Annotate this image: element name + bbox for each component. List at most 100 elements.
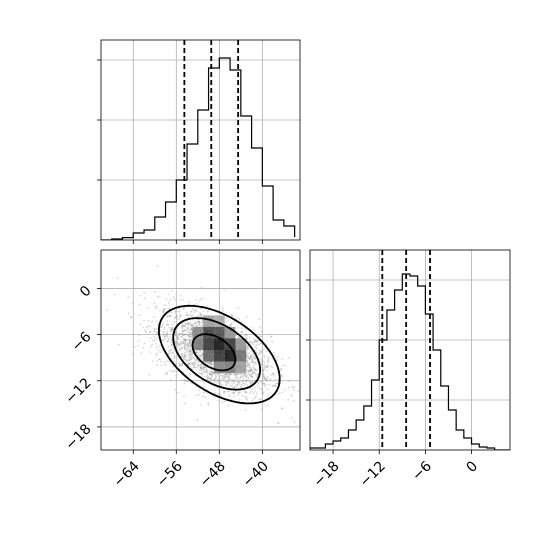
scatter-point: [206, 373, 209, 375]
scatter-point: [173, 312, 176, 315]
scatter-point: [269, 378, 272, 381]
scatter-point: [280, 407, 283, 410]
scatter-point: [233, 385, 236, 388]
scatter-point: [259, 352, 262, 355]
scatter-point: [185, 360, 188, 363]
scatter-point: [236, 317, 238, 320]
scatter-point: [265, 369, 268, 372]
scatter-point: [118, 343, 121, 346]
scatter-point: [209, 372, 212, 375]
scatter-point: [139, 323, 142, 326]
scatter-point: [165, 298, 168, 301]
density-cell: [213, 338, 225, 350]
scatter-point: [186, 344, 189, 347]
scatter-point: [267, 360, 269, 363]
scatter-point: [113, 293, 116, 296]
scatter-point: [197, 321, 200, 323]
scatter-point: [259, 380, 262, 382]
scatter-point: [218, 381, 221, 384]
scatter-point: [209, 372, 211, 375]
scatter-point: [233, 392, 236, 394]
scatter-point: [164, 334, 167, 337]
scatter-point: [149, 325, 151, 327]
scatter-point: [170, 344, 173, 347]
scatter-point: [228, 394, 230, 396]
scatter-point: [240, 386, 243, 389]
scatter-point: [179, 315, 182, 317]
scatter-point: [217, 392, 220, 395]
scatter-point: [191, 356, 193, 359]
scatter-point: [189, 344, 191, 347]
scatter-point: [155, 307, 158, 309]
scatter-point: [175, 331, 178, 334]
scatter-point: [184, 343, 187, 345]
scatter-point: [147, 325, 149, 328]
scatter-point: [260, 331, 263, 334]
scatter-point: [153, 328, 156, 331]
scatter-point: [205, 368, 208, 371]
scatter-point: [225, 320, 228, 323]
scatter-point: [277, 422, 279, 424]
scatter-point: [149, 337, 152, 339]
scatter-point: [198, 315, 201, 317]
scatter-point: [174, 332, 177, 335]
scatter-point: [170, 311, 173, 314]
contour-line: [191, 333, 237, 372]
scatter-point: [244, 375, 247, 378]
scatter-point: [223, 289, 226, 292]
scatter-point: [239, 376, 242, 379]
scatter-point: [251, 388, 254, 390]
scatter-point: [183, 324, 186, 327]
scatter-point: [227, 390, 230, 393]
scatter-point: [236, 380, 239, 383]
scatter-point: [181, 362, 184, 365]
scatter-point: [200, 286, 203, 289]
scatter-point: [189, 357, 192, 359]
scatter-point: [171, 328, 174, 331]
scatter-point: [166, 320, 169, 323]
scatter-point: [202, 369, 205, 371]
scatter-point: [248, 358, 251, 360]
scatter-point: [203, 367, 206, 369]
scatter-point: [147, 307, 150, 310]
scatter-point: [176, 335, 179, 337]
scatter-point: [253, 338, 256, 340]
scatter-point: [242, 380, 244, 382]
scatter-point: [195, 394, 198, 397]
scatter-point: [200, 349, 203, 352]
scatter-point: [235, 375, 238, 378]
scatter-point: [191, 329, 193, 331]
scatter-point: [177, 362, 180, 365]
scatter-point: [307, 405, 309, 407]
scatter-point: [246, 360, 249, 363]
scatter-point: [246, 369, 249, 372]
density-cell: [235, 338, 247, 350]
scatter-point: [171, 370, 174, 373]
scatter-point: [254, 372, 257, 375]
density-cell: [203, 338, 214, 350]
scatter-point: [261, 392, 263, 395]
scatter-point: [217, 381, 220, 384]
scatter-point: [176, 337, 179, 339]
scatter-point: [168, 360, 171, 363]
scatter-point: [215, 376, 218, 378]
scatter-point: [183, 356, 186, 359]
scatter-point: [223, 375, 226, 378]
scatter-point: [249, 369, 252, 372]
scatter-point: [166, 340, 169, 343]
scatter-point: [182, 358, 185, 360]
scatter-point: [173, 370, 176, 372]
scatter-point: [263, 354, 266, 357]
scatter-point: [273, 384, 276, 386]
scatter-point: [269, 365, 272, 368]
scatter-point: [260, 388, 263, 391]
scatter-point: [190, 339, 193, 342]
scatter-point: [231, 384, 233, 387]
scatter-point: [191, 324, 194, 327]
scatter-point: [260, 363, 263, 366]
scatter-point: [161, 310, 164, 313]
scatter-point: [210, 378, 213, 381]
scatter-point: [163, 326, 166, 328]
scatter-point: [189, 372, 192, 375]
scatter-point: [188, 350, 190, 353]
